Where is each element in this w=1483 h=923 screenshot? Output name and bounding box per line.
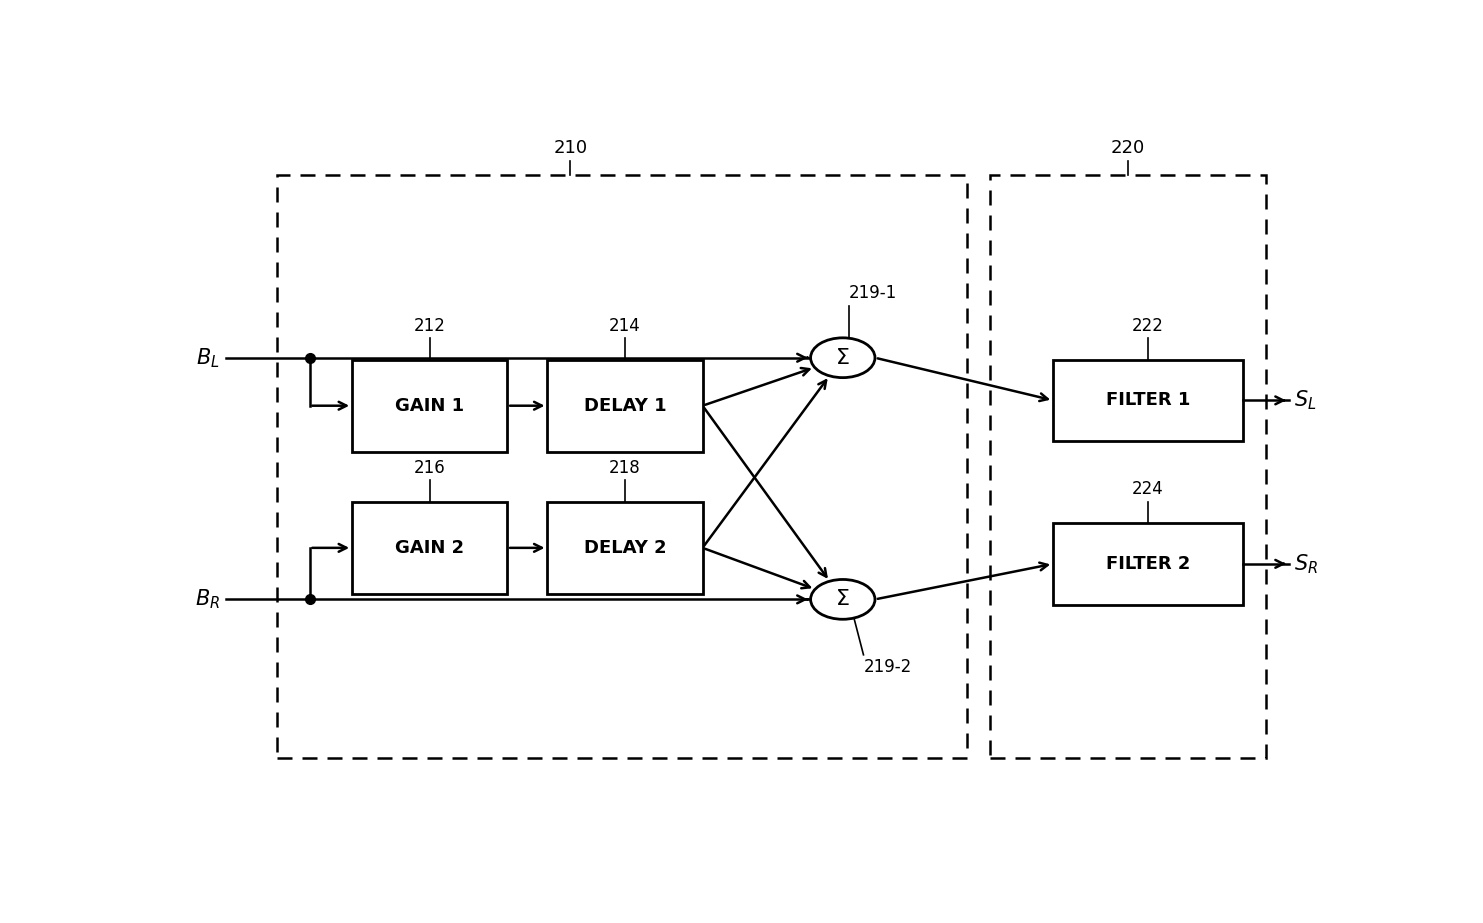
Text: $S_L$: $S_L$ [1295,389,1317,413]
Circle shape [811,338,875,378]
Text: 222: 222 [1132,317,1164,335]
Circle shape [811,580,875,619]
Text: DELAY 1: DELAY 1 [584,397,666,414]
Text: 220: 220 [1111,139,1145,157]
Bar [351,360,507,452]
Text: 216: 216 [414,459,445,477]
Bar [547,360,703,452]
Bar [1053,523,1243,605]
Text: FILTER 2: FILTER 2 [1106,555,1191,573]
Text: 212: 212 [414,317,445,335]
Text: 224: 224 [1132,480,1164,498]
Text: 219-1: 219-1 [848,284,897,303]
Bar [547,502,703,594]
Bar [277,174,967,758]
Bar [1053,359,1243,441]
Text: 210: 210 [553,139,587,157]
Text: Σ: Σ [836,590,850,609]
Text: $B_L$: $B_L$ [196,346,219,369]
Text: 219-2: 219-2 [863,658,912,677]
Text: Σ: Σ [836,348,850,367]
Text: 218: 218 [610,459,641,477]
Text: $S_R$: $S_R$ [1295,552,1318,576]
Bar [351,502,507,594]
Bar [991,174,1266,758]
Text: FILTER 1: FILTER 1 [1106,391,1191,410]
Text: DELAY 2: DELAY 2 [584,539,666,557]
Text: $B_R$: $B_R$ [194,588,219,611]
Text: GAIN 2: GAIN 2 [394,539,464,557]
Text: 214: 214 [610,317,641,335]
Text: GAIN 1: GAIN 1 [394,397,464,414]
